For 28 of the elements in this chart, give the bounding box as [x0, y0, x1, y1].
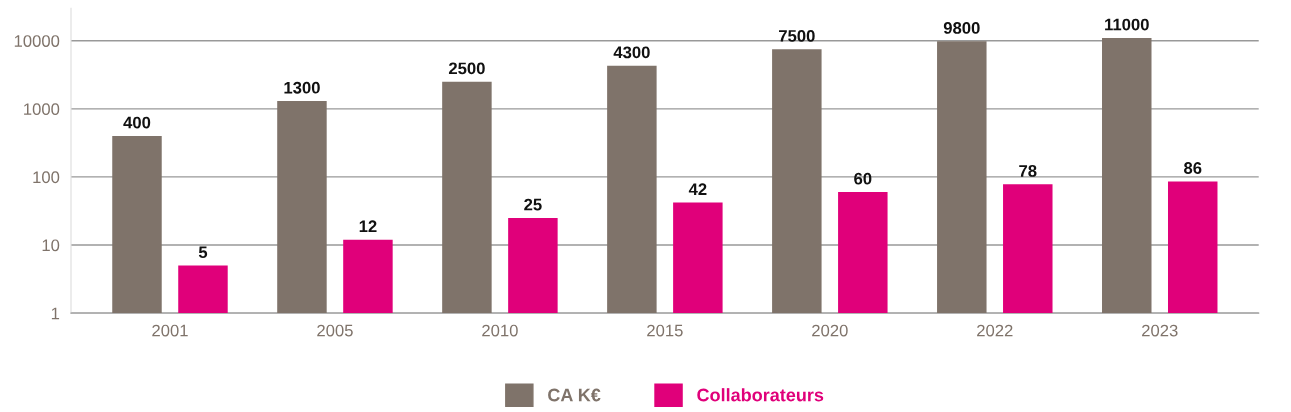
data-label: 86 — [1184, 162, 1202, 174]
data-label: 42 — [688, 183, 707, 195]
data-label: 5 — [198, 246, 208, 259]
data-label: 400 — [123, 116, 151, 129]
data-label: 1300 — [284, 81, 320, 94]
data-label: 25 — [524, 198, 542, 211]
x-tick-label: 2001 — [152, 324, 188, 337]
y-tick-label: 10 — [42, 239, 60, 252]
y-tick-label: 1 — [51, 307, 60, 320]
x-tick-label: 2020 — [812, 324, 848, 337]
data-label: 78 — [1019, 165, 1037, 177]
x-tick-label: 2010 — [482, 324, 518, 337]
y-tick-label: 1000 — [24, 103, 60, 116]
data-label: 12 — [359, 220, 377, 233]
data-label: 2500 — [448, 62, 485, 75]
data-label: 60 — [854, 172, 872, 185]
x-tick-label: 2022 — [977, 324, 1013, 337]
data-label: 11000 — [1105, 18, 1149, 31]
x-tick-label: 2023 — [1142, 324, 1178, 337]
data-label: 4300 — [613, 46, 650, 59]
legend-label: CA K€ — [548, 388, 601, 402]
y-tick-label: 100 — [33, 171, 60, 184]
legend-label: Collaborateurs — [697, 388, 824, 402]
y-tick-label: 10000 — [14, 35, 60, 47]
data-label: 9800 — [943, 22, 980, 34]
data-label: 7500 — [779, 29, 815, 42]
x-tick-label: 2015 — [647, 324, 683, 337]
x-tick-label: 2005 — [317, 324, 353, 337]
